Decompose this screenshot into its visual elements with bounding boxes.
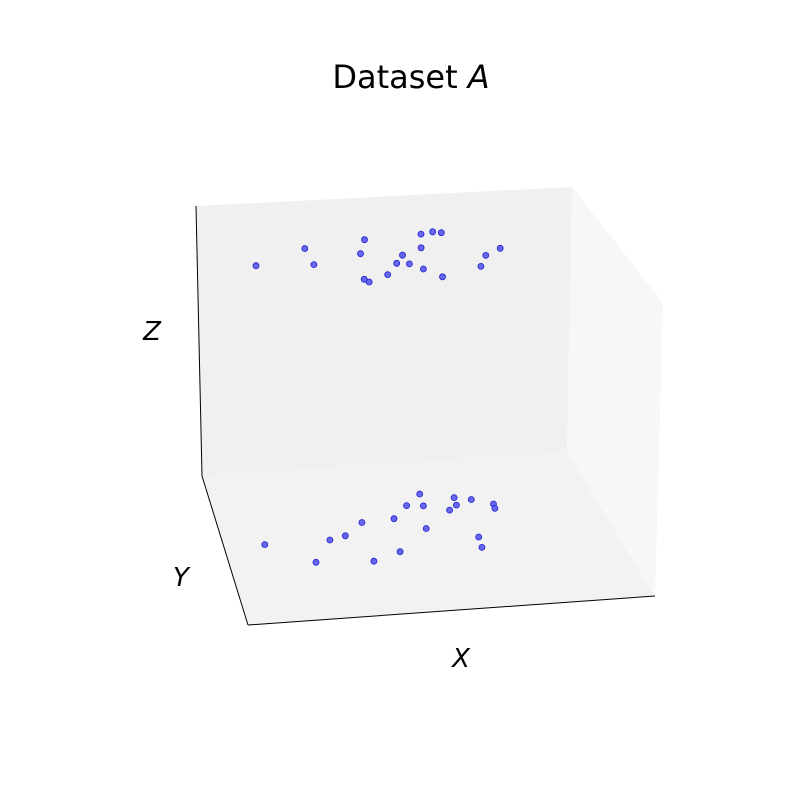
data-point-22	[326, 536, 334, 544]
data-point-12	[417, 244, 425, 252]
floor-pane	[202, 452, 655, 625]
data-point-13	[417, 230, 425, 238]
data-point-17	[477, 262, 485, 270]
axes-lines	[195, 205, 656, 626]
x-axis-line	[247, 595, 656, 626]
back-pane	[196, 187, 572, 476]
data-point-37	[478, 544, 486, 551]
y-axis-line	[201, 475, 249, 626]
data-point-21	[312, 558, 320, 566]
data-point-2	[310, 261, 318, 269]
panes	[196, 187, 663, 625]
side-pane	[567, 187, 663, 596]
data-point-36	[475, 533, 483, 541]
data-point-7	[384, 271, 392, 279]
data-point-0	[252, 262, 260, 270]
data-points	[252, 228, 504, 566]
chart-title: Dataset A	[332, 58, 489, 96]
data-point-35	[467, 496, 475, 503]
x-axis-label: X	[450, 644, 471, 674]
data-point-32	[446, 506, 454, 514]
data-point-9	[399, 251, 406, 259]
data-point-25	[370, 557, 378, 565]
data-point-4	[361, 236, 368, 244]
y-axis-label: Y	[173, 563, 191, 593]
data-point-14	[439, 273, 446, 281]
data-point-26	[396, 548, 404, 556]
data-point-34	[452, 501, 460, 509]
data-point-1	[301, 245, 309, 252]
data-point-29	[422, 525, 430, 532]
data-point-19	[496, 244, 504, 252]
z-axis-label: Z	[142, 317, 162, 347]
data-point-10	[405, 260, 413, 268]
data-point-20	[261, 541, 269, 548]
data-point-6	[365, 278, 373, 286]
data-point-3	[357, 250, 364, 258]
data-point-23	[341, 532, 349, 540]
data-point-15	[429, 228, 437, 236]
data-point-39	[491, 504, 499, 512]
z-axis-line	[195, 205, 203, 477]
data-point-31	[419, 502, 427, 510]
data-point-24	[358, 519, 366, 526]
data-point-33	[450, 494, 458, 502]
data-point-11	[419, 265, 427, 273]
data-point-30	[416, 490, 424, 498]
data-point-18	[482, 251, 490, 259]
data-point-8	[393, 259, 401, 267]
data-point-27	[390, 515, 398, 523]
data-point-16	[437, 229, 445, 237]
data-point-28	[403, 502, 411, 510]
